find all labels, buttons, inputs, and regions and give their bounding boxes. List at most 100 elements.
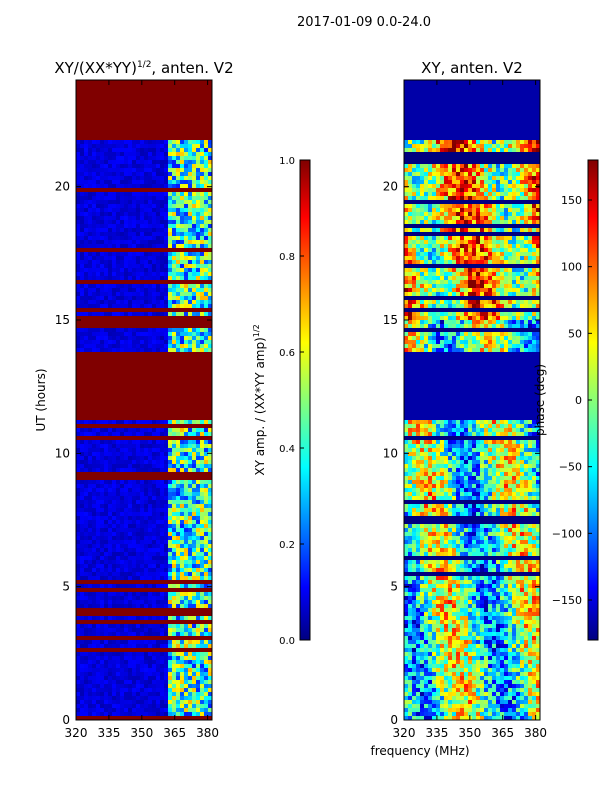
heatmap-cell <box>204 512 209 517</box>
heatmap-cell <box>188 500 193 505</box>
heatmap-cell <box>176 592 181 597</box>
heatmap-cell <box>156 560 161 565</box>
heatmap-cell <box>200 536 205 541</box>
heatmap-cell <box>196 544 201 549</box>
heatmap-cell <box>120 292 125 297</box>
heatmap-cell <box>204 572 209 577</box>
heatmap-cell <box>168 416 173 421</box>
heatmap-cell <box>192 228 197 233</box>
heatmap-cell <box>156 616 161 621</box>
heatmap-cell <box>168 576 173 581</box>
heatmap-cell <box>136 408 141 413</box>
heatmap-cell <box>128 180 133 185</box>
heatmap-cell <box>136 316 141 321</box>
heatmap-cell <box>108 544 113 549</box>
heatmap-cell <box>160 360 165 365</box>
heatmap-cell <box>124 304 129 309</box>
heatmap-cell <box>84 280 89 285</box>
heatmap-cell <box>156 252 161 257</box>
heatmap-cell <box>116 220 121 225</box>
heatmap-cell <box>152 400 157 405</box>
heatmap-cell <box>124 480 129 485</box>
heatmap-cell <box>180 392 185 397</box>
heatmap-cell <box>168 476 173 481</box>
heatmap-cell <box>180 308 185 313</box>
heatmap-cell <box>172 472 177 477</box>
heatmap-cell <box>192 528 197 533</box>
heatmap-cell <box>140 652 145 657</box>
heatmap-cell <box>176 596 181 601</box>
heatmap-cell <box>140 376 145 381</box>
heatmap-cell <box>88 608 93 613</box>
heatmap-cell <box>132 536 137 541</box>
heatmap-cell <box>88 380 93 385</box>
heatmap-cell <box>208 248 212 253</box>
heatmap-cell <box>180 196 185 201</box>
heatmap-cell <box>92 324 97 329</box>
heatmap-cell <box>104 636 109 641</box>
heatmap-cell <box>180 536 185 541</box>
heatmap-cell <box>100 260 105 265</box>
heatmap-cell <box>188 340 193 345</box>
heatmap-cell <box>208 552 212 557</box>
heatmap-cell <box>92 232 97 237</box>
heatmap-cell <box>164 460 169 465</box>
heatmap-cell <box>80 572 85 577</box>
heatmap-cell <box>120 160 125 165</box>
heatmap-cell <box>172 152 177 157</box>
heatmap-cell <box>204 420 209 425</box>
heatmap-cell <box>80 532 85 537</box>
heatmap-cell <box>168 636 173 641</box>
heatmap-cell <box>160 236 165 241</box>
heatmap-cell <box>140 460 145 465</box>
heatmap-cell <box>132 148 137 153</box>
heatmap-cell <box>188 332 193 337</box>
heatmap-cell <box>132 136 137 141</box>
heatmap-cell <box>164 564 169 569</box>
heatmap-cell <box>176 136 181 141</box>
heatmap-cell <box>204 440 209 445</box>
heatmap-cell <box>152 80 157 85</box>
heatmap-cell <box>88 240 93 245</box>
heatmap-cell <box>84 496 89 501</box>
heatmap-cell <box>108 588 113 593</box>
heatmap-cell <box>168 592 173 597</box>
heatmap-cell <box>160 276 165 281</box>
heatmap-cell <box>80 96 85 101</box>
heatmap-cell <box>184 616 189 621</box>
heatmap-cell <box>184 280 189 285</box>
heatmap-cell <box>92 368 97 373</box>
heatmap-cell <box>132 476 137 481</box>
heatmap-cell <box>188 84 193 89</box>
heatmap-cell <box>140 356 145 361</box>
heatmap-cell <box>176 612 181 617</box>
heatmap-cell <box>196 520 201 525</box>
heatmap-cell <box>156 404 161 409</box>
heatmap-cell <box>144 480 149 485</box>
heatmap-cell <box>104 436 109 441</box>
heatmap-cell <box>80 228 85 233</box>
heatmap-cell <box>168 372 173 377</box>
heatmap-cell <box>180 204 185 209</box>
heatmap-cell <box>76 80 81 85</box>
heatmap-cell <box>96 244 101 249</box>
heatmap-cell <box>92 84 97 89</box>
heatmap-cell <box>180 408 185 413</box>
heatmap-cell <box>160 344 165 349</box>
heatmap-cell <box>88 80 93 85</box>
heatmap-cell <box>168 644 173 649</box>
heatmap-cell <box>156 232 161 237</box>
heatmap-cell <box>208 620 212 625</box>
heatmap-cell <box>88 344 93 349</box>
heatmap-cell <box>108 324 113 329</box>
heatmap-cell <box>116 328 121 333</box>
heatmap-cell <box>184 440 189 445</box>
heatmap-cell <box>172 380 177 385</box>
heatmap-cell <box>152 320 157 325</box>
heatmap-cell <box>168 312 173 317</box>
heatmap-cell <box>116 424 121 429</box>
heatmap-cell <box>188 540 193 545</box>
heatmap-cell <box>76 400 81 405</box>
heatmap-cell <box>164 136 169 141</box>
heatmap-cell <box>168 220 173 225</box>
